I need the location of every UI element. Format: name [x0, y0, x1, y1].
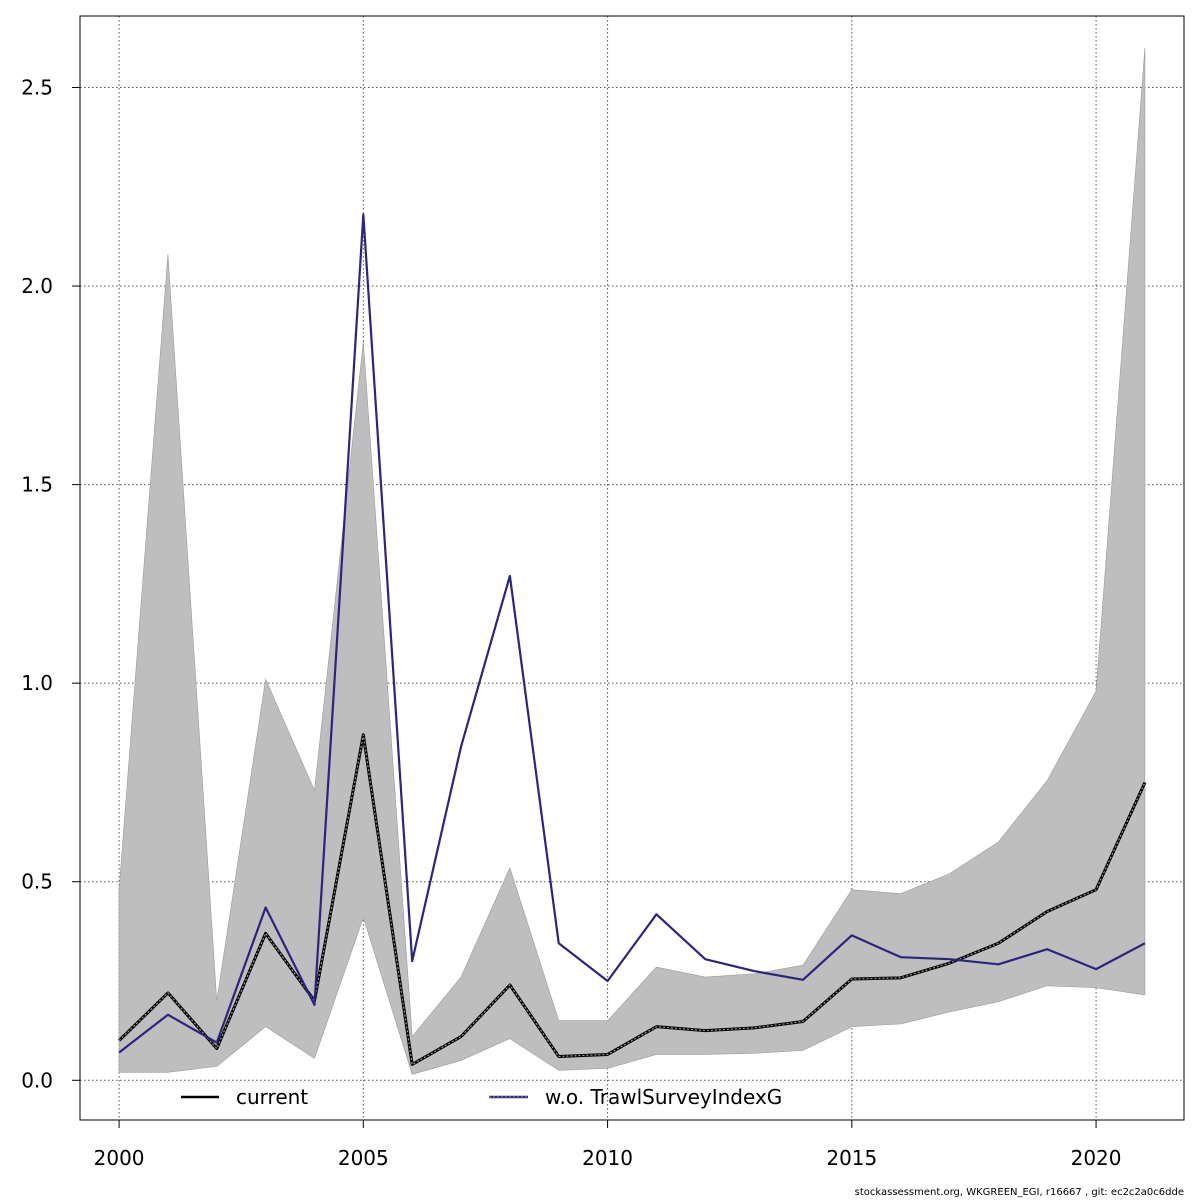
legend-label-wo-trawl-survey: w.o. TrawlSurveyIndexG [545, 1085, 782, 1109]
y-tick-label: 0.0 [21, 1068, 53, 1092]
y-tick-label: 2.0 [21, 274, 53, 298]
axes: 2000 2005 2010 2015 2020 0.0 0.5 1.0 1.5 2.0 2.5 [21, 75, 1121, 1170]
legend: current w.o. TrawlSurveyIndexG [181, 1085, 782, 1109]
y-tick-label: 2.5 [21, 75, 53, 99]
y-tick-label: 0.5 [21, 870, 53, 894]
footer-credit: stockassessment.org, WKGREEN_EGI, r16667… [854, 1187, 1184, 1198]
legend-label-current: current [236, 1085, 308, 1109]
x-tick-label: 2020 [1071, 1146, 1122, 1170]
plot-frame [79, 15, 1185, 1121]
x-tick-label: 2005 [338, 1146, 389, 1170]
series-line-wo-trawl-survey [118, 213, 1146, 1054]
x-tick-label: 2015 [826, 1146, 877, 1170]
y-tick-label: 1.0 [21, 671, 53, 695]
series-line-current-overlay [118, 734, 1146, 1066]
x-tick-label: 2010 [582, 1146, 633, 1170]
series-layer [118, 213, 1147, 1066]
y-tick-label: 1.5 [21, 473, 53, 497]
x-tick-label: 2000 [94, 1146, 145, 1170]
